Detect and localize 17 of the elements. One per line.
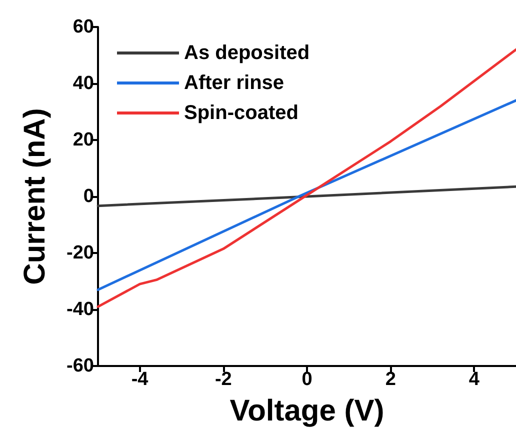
y-tick-label: -60 bbox=[66, 356, 94, 376]
y-axis-title: Current (nA) bbox=[18, 108, 52, 285]
legend-label: Spin-coated bbox=[184, 102, 298, 124]
x-tick-label: 0 bbox=[302, 369, 312, 390]
legend-label: After rinse bbox=[184, 72, 284, 94]
x-tick-label: -4 bbox=[131, 369, 149, 390]
y-tick-label: 0 bbox=[83, 186, 94, 207]
x-tick-label: 4 bbox=[468, 369, 480, 390]
y-tick-label: -40 bbox=[66, 299, 94, 320]
legend-label: As deposited bbox=[184, 42, 310, 64]
x-axis-title: Voltage (V) bbox=[230, 394, 384, 428]
y-tick-label: 60 bbox=[72, 16, 94, 38]
y-tick-label: 20 bbox=[72, 130, 94, 150]
x-tick-label: -2 bbox=[214, 369, 232, 390]
x-tick-label: 2 bbox=[385, 369, 396, 390]
y-tick-label: -20 bbox=[66, 242, 94, 264]
y-tick-label: 40 bbox=[72, 73, 94, 94]
